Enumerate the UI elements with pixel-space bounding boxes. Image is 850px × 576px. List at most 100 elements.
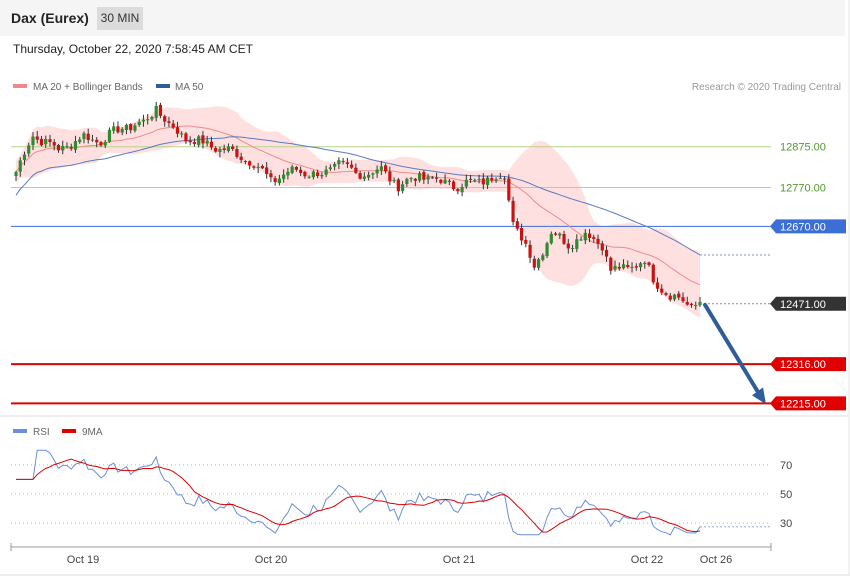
candle [248, 160, 252, 170]
rsi-tick-2: 30 [780, 518, 792, 530]
candle [320, 172, 324, 179]
candle [56, 144, 61, 153]
rsi-tick-0: 70 [780, 460, 792, 472]
candle [422, 170, 426, 184]
rsi-9ma-line [16, 458, 701, 533]
candle [362, 172, 366, 182]
candle [672, 293, 677, 302]
candle [464, 174, 468, 189]
candle [494, 177, 498, 183]
bollinger-band-area [16, 106, 700, 318]
candle [277, 174, 282, 186]
candle [107, 127, 112, 143]
candle [485, 175, 490, 189]
projection-arrow [703, 302, 762, 398]
candle [239, 152, 243, 164]
level-label-0: 12875.00 [780, 142, 826, 154]
candle [52, 139, 56, 151]
candle [129, 123, 133, 134]
candle [184, 132, 188, 144]
candle [103, 139, 107, 149]
level-labels: 12875.00 12770.00 12670.00 12316.00 12215.00… [770, 142, 846, 411]
candle [532, 255, 536, 271]
candle [519, 223, 524, 246]
candle [468, 174, 473, 183]
candle [124, 123, 129, 135]
candle [507, 174, 511, 203]
candle [61, 140, 65, 155]
candle [150, 115, 154, 122]
candle [65, 142, 69, 149]
candle [14, 170, 18, 181]
ma50-line [15, 136, 701, 256]
candle [192, 138, 197, 147]
candle [90, 134, 95, 142]
candle [269, 169, 273, 183]
candle [570, 244, 575, 253]
candle [379, 161, 383, 175]
candles [14, 101, 702, 310]
legend-ma50-swatch [156, 84, 170, 88]
candle [549, 231, 553, 245]
candle [294, 165, 298, 172]
candle [558, 232, 562, 240]
legend-ma20-swatch [13, 84, 27, 88]
candle [371, 172, 375, 180]
candle [141, 114, 146, 127]
bollinger-band [16, 106, 700, 318]
candle [137, 118, 141, 127]
credit-text: Research © 2020 Trading Central [692, 82, 841, 93]
time-tick-3: Oct 22 [631, 554, 663, 566]
candle [231, 144, 235, 151]
candle [481, 173, 485, 190]
level-label-3: 12316.00 [780, 359, 826, 371]
candle [209, 136, 214, 150]
candle [643, 261, 647, 269]
candle [273, 176, 277, 186]
candle [553, 231, 558, 236]
candle [439, 178, 443, 185]
candle [235, 145, 239, 159]
candle [617, 262, 621, 271]
candle [282, 169, 286, 183]
candle [587, 229, 592, 243]
candle [689, 302, 694, 308]
candle [592, 234, 596, 243]
candle [604, 245, 609, 262]
candle [566, 238, 570, 254]
legend-rsi-swatch [13, 429, 27, 433]
candle [413, 177, 417, 187]
candle [634, 263, 638, 271]
rsi-lines [16, 449, 770, 536]
candle [333, 162, 337, 171]
time-tick-1: Oct 20 [255, 554, 287, 566]
candle [418, 171, 422, 183]
candle [358, 171, 362, 180]
candle [434, 172, 439, 183]
level-label-1: 12770.00 [780, 183, 826, 195]
candle [681, 292, 685, 303]
candle [490, 173, 494, 183]
candle [600, 240, 604, 256]
chart-header: Dax (Eurex) 30 MIN [0, 0, 845, 36]
candle [286, 167, 290, 180]
candle [609, 256, 613, 275]
candle [430, 176, 434, 179]
candle [337, 157, 341, 169]
candle [18, 157, 22, 177]
candle [664, 291, 668, 297]
candle [651, 263, 655, 285]
candle [22, 151, 27, 166]
candle [562, 230, 566, 245]
rsi-grid: 70 50 30 [11, 460, 792, 530]
candle [180, 131, 184, 138]
price-overlays [700, 254, 770, 405]
rsi-tick-1: 50 [780, 489, 792, 501]
candle [222, 144, 226, 154]
candle [95, 137, 99, 148]
candle [626, 260, 630, 269]
timeframe-badge[interactable]: 30 MIN [97, 7, 143, 30]
candle [443, 174, 447, 185]
candle [524, 235, 528, 248]
candle [655, 277, 660, 293]
